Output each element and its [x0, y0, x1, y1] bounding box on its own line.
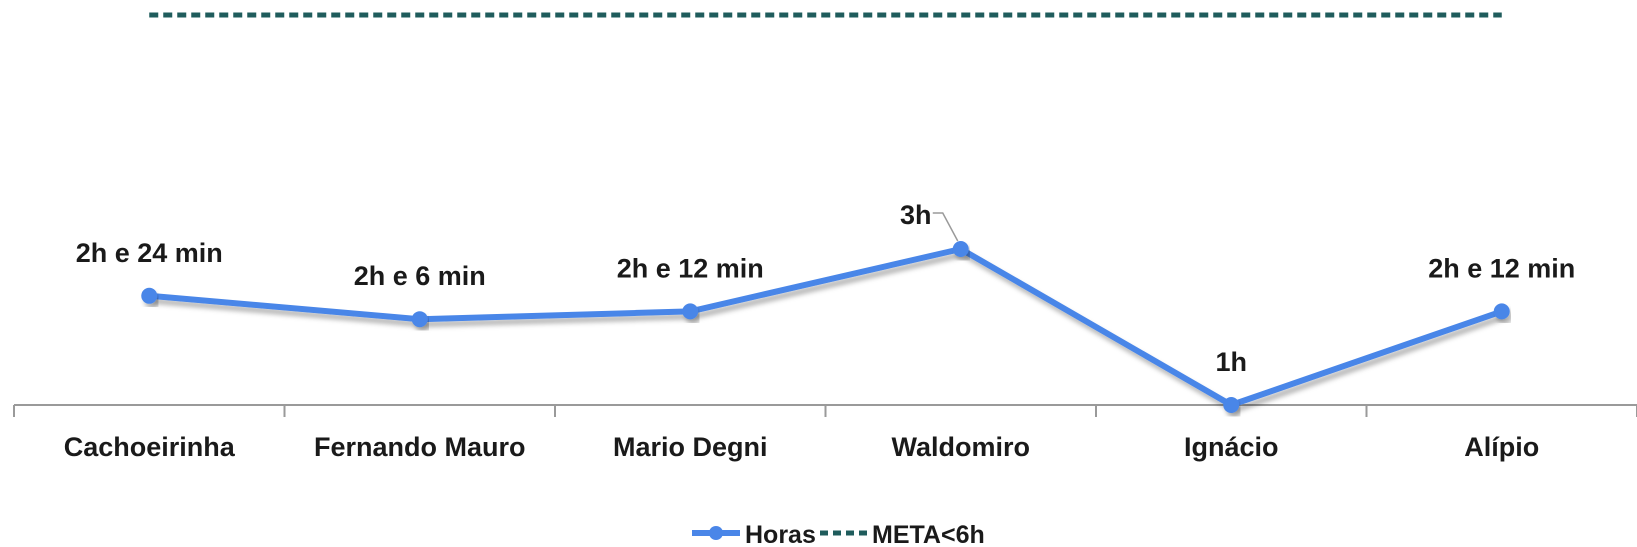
horas-point: [952, 241, 969, 257]
legend: Horas META<6h: [692, 521, 985, 547]
legend-horas-label: Horas: [745, 521, 816, 547]
data-label: 2h e 12 min: [617, 253, 764, 283]
x-tick-label: Ignácio: [1184, 432, 1279, 462]
data-label: 2h e 24 min: [76, 238, 223, 268]
data-label: 1h: [1215, 347, 1247, 377]
data-label: 3h: [900, 200, 932, 230]
x-tick-label: Mario Degni: [613, 432, 768, 462]
data-label-leader: [932, 212, 959, 242]
horas-point: [411, 311, 428, 328]
horas-point: [141, 287, 158, 304]
data-label: 2h e 6 min: [354, 261, 486, 291]
legend-horas-marker: [709, 526, 723, 540]
horas-point: [682, 303, 699, 320]
x-axis: Cachoeirinha Fernando Mauro Mario Degni Wal…: [13, 404, 1637, 462]
horas-point: [1493, 303, 1510, 320]
legend-meta-label: META<6h: [872, 521, 985, 547]
data-labels: 2h e 24 min 2h e 6 min 2h e 12 min 3h 1h 2h e…: [76, 200, 1576, 377]
horas-point: [1223, 397, 1240, 413]
x-tick-label: Alípio: [1464, 432, 1539, 462]
x-tick-label: Cachoeirinha: [64, 432, 236, 462]
horas-series: [141, 241, 1510, 413]
x-tick-label: Fernando Mauro: [314, 432, 526, 462]
x-tick-label: Waldomiro: [892, 432, 1031, 462]
horas-line: [148, 246, 1503, 408]
data-label: 2h e 12 min: [1428, 253, 1575, 283]
